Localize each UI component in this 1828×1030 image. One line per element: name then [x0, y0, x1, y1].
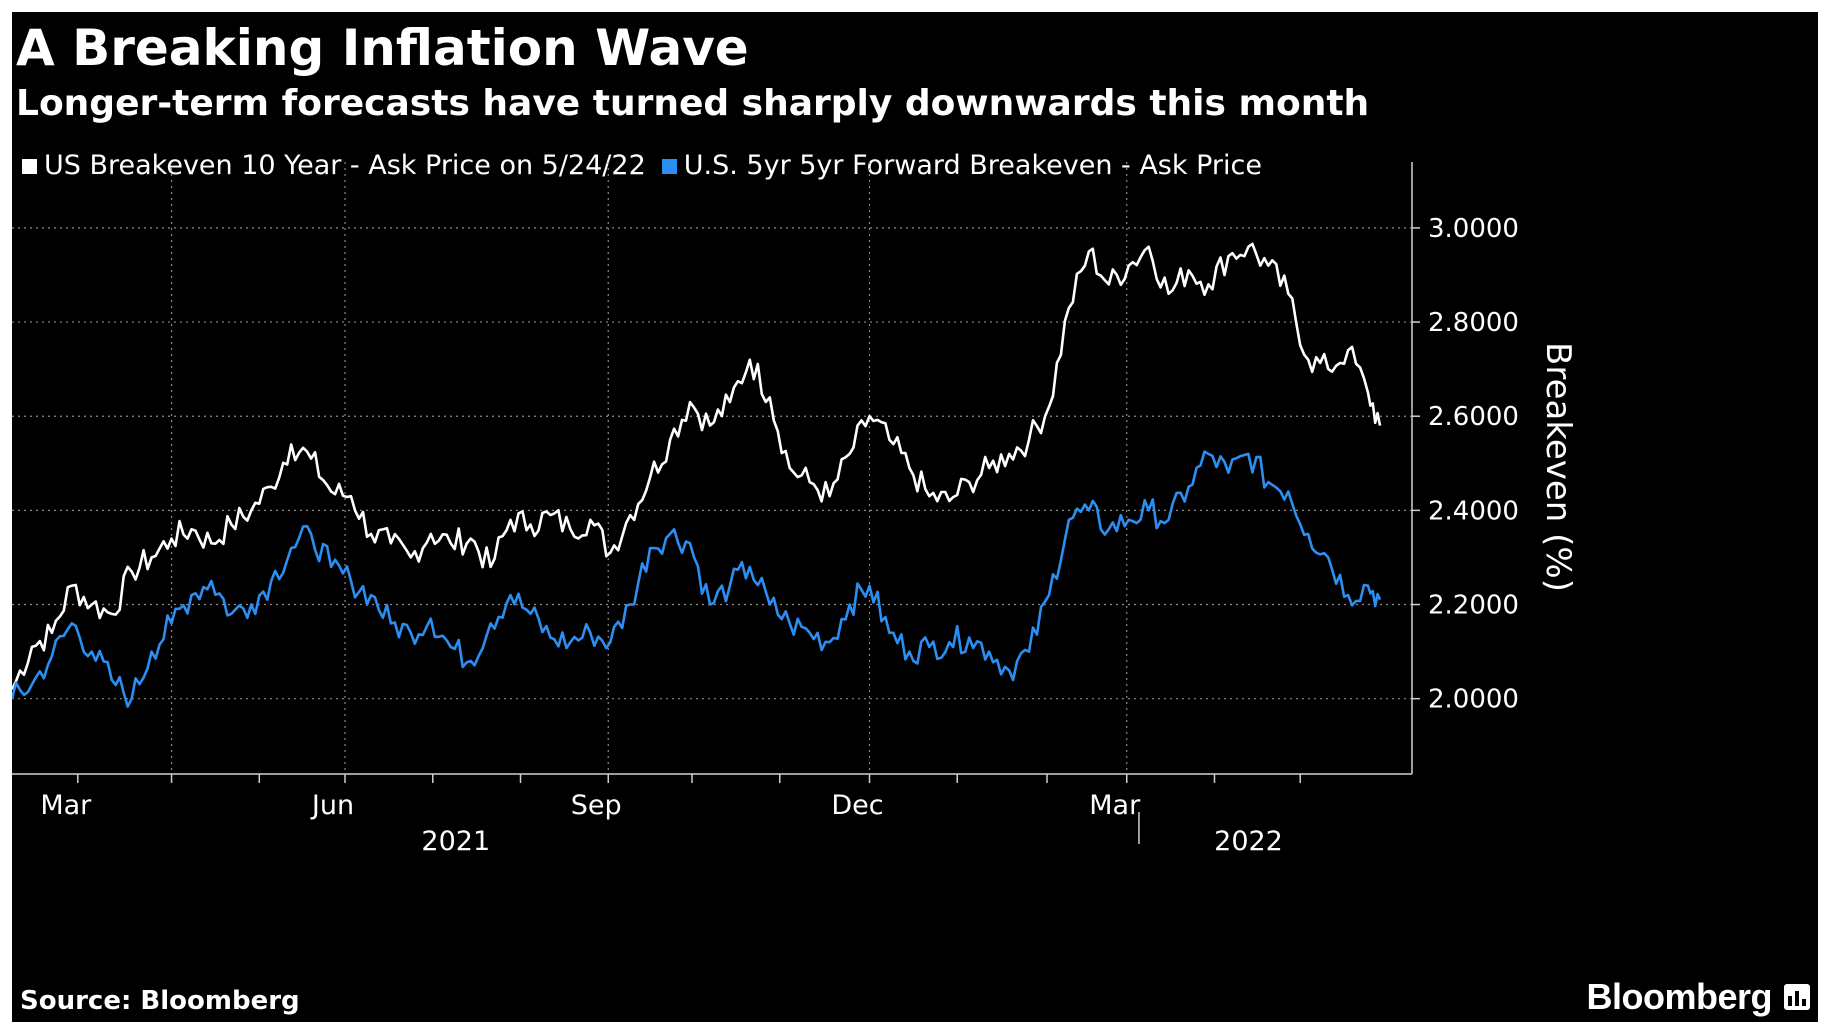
y-tick-label: 2.0000 [1428, 685, 1519, 715]
x-tick-label: Mar [1089, 790, 1141, 821]
x-tick-label: Sep [571, 790, 622, 821]
chart-subtitle: Longer-term forecasts have turned sharpl… [16, 83, 1370, 124]
axis-layer [12, 162, 1420, 844]
y-tick-label: 3.0000 [1428, 214, 1519, 244]
y-tick-label: 2.4000 [1428, 496, 1519, 526]
legend-item-5y5y-forward: U.S. 5yr 5yr Forward Breakeven - Ask Pri… [661, 146, 1262, 186]
grid-layer [12, 162, 1412, 774]
series-line-us-breakeven-10y [12, 242, 1382, 690]
chart-legend: US Breakeven 10 Year - Ask Price on 5/24… [22, 146, 1278, 186]
bloomberg-logo-text: Bloomberg [1586, 976, 1772, 1017]
series-layer [12, 242, 1382, 708]
chart-title: A Breaking Inflation Wave [16, 19, 749, 77]
x-year-label: 2022 [1214, 826, 1283, 857]
legend-swatch-5y5y-forward [661, 158, 677, 174]
source-note: Source: Bloomberg [20, 986, 300, 1016]
y-axis-title: Breakeven (%) [1538, 342, 1578, 592]
x-tick-label: Jun [310, 790, 354, 821]
x-year-label: 2021 [421, 826, 490, 857]
y-tick-label: 2.6000 [1428, 402, 1519, 432]
series-line-5y5y-forward [12, 450, 1382, 708]
plot-area: 2.0000 2.2000 2.4000 2.6000 2.8000 3.0000 Mar J… [12, 162, 1578, 857]
y-tick-label: 2.8000 [1428, 308, 1519, 338]
bloomberg-mark-icon [1784, 984, 1810, 1010]
y-tick-label: 2.2000 [1428, 591, 1519, 621]
label-layer: 2.0000 2.2000 2.4000 2.6000 2.8000 3.0000 Mar J… [40, 214, 1578, 857]
bloomberg-logo: Bloomberg [1586, 976, 1810, 1018]
chart-panel: A Breaking Inflation Wave Longer-term fo… [12, 12, 1818, 1022]
x-tick-label: Dec [831, 790, 883, 821]
x-tick-label: Mar [40, 790, 92, 821]
legend-label-5y5y-forward: U.S. 5yr 5yr Forward Breakeven - Ask Pri… [683, 150, 1262, 181]
legend-swatch-us-breakeven-10y [22, 158, 37, 174]
